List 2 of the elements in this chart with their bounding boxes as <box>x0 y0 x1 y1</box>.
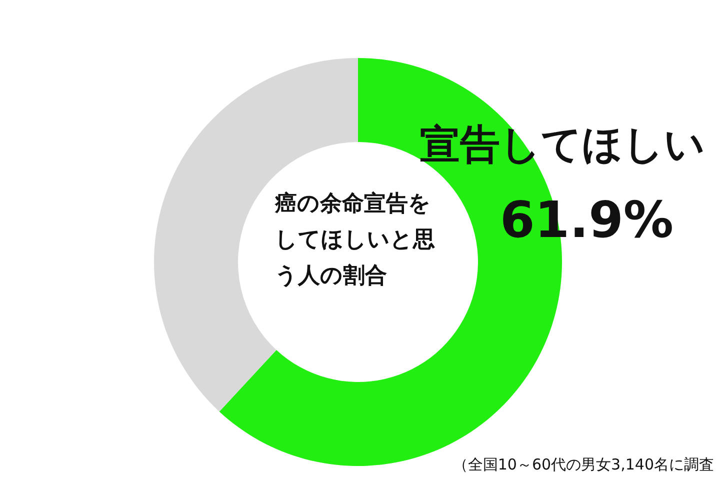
text: （全国10～60代の男女3,140名に調査 <box>452 456 714 474</box>
text: 癌の余命宣告をしてほしいと思う人の割合 <box>274 190 435 288</box>
